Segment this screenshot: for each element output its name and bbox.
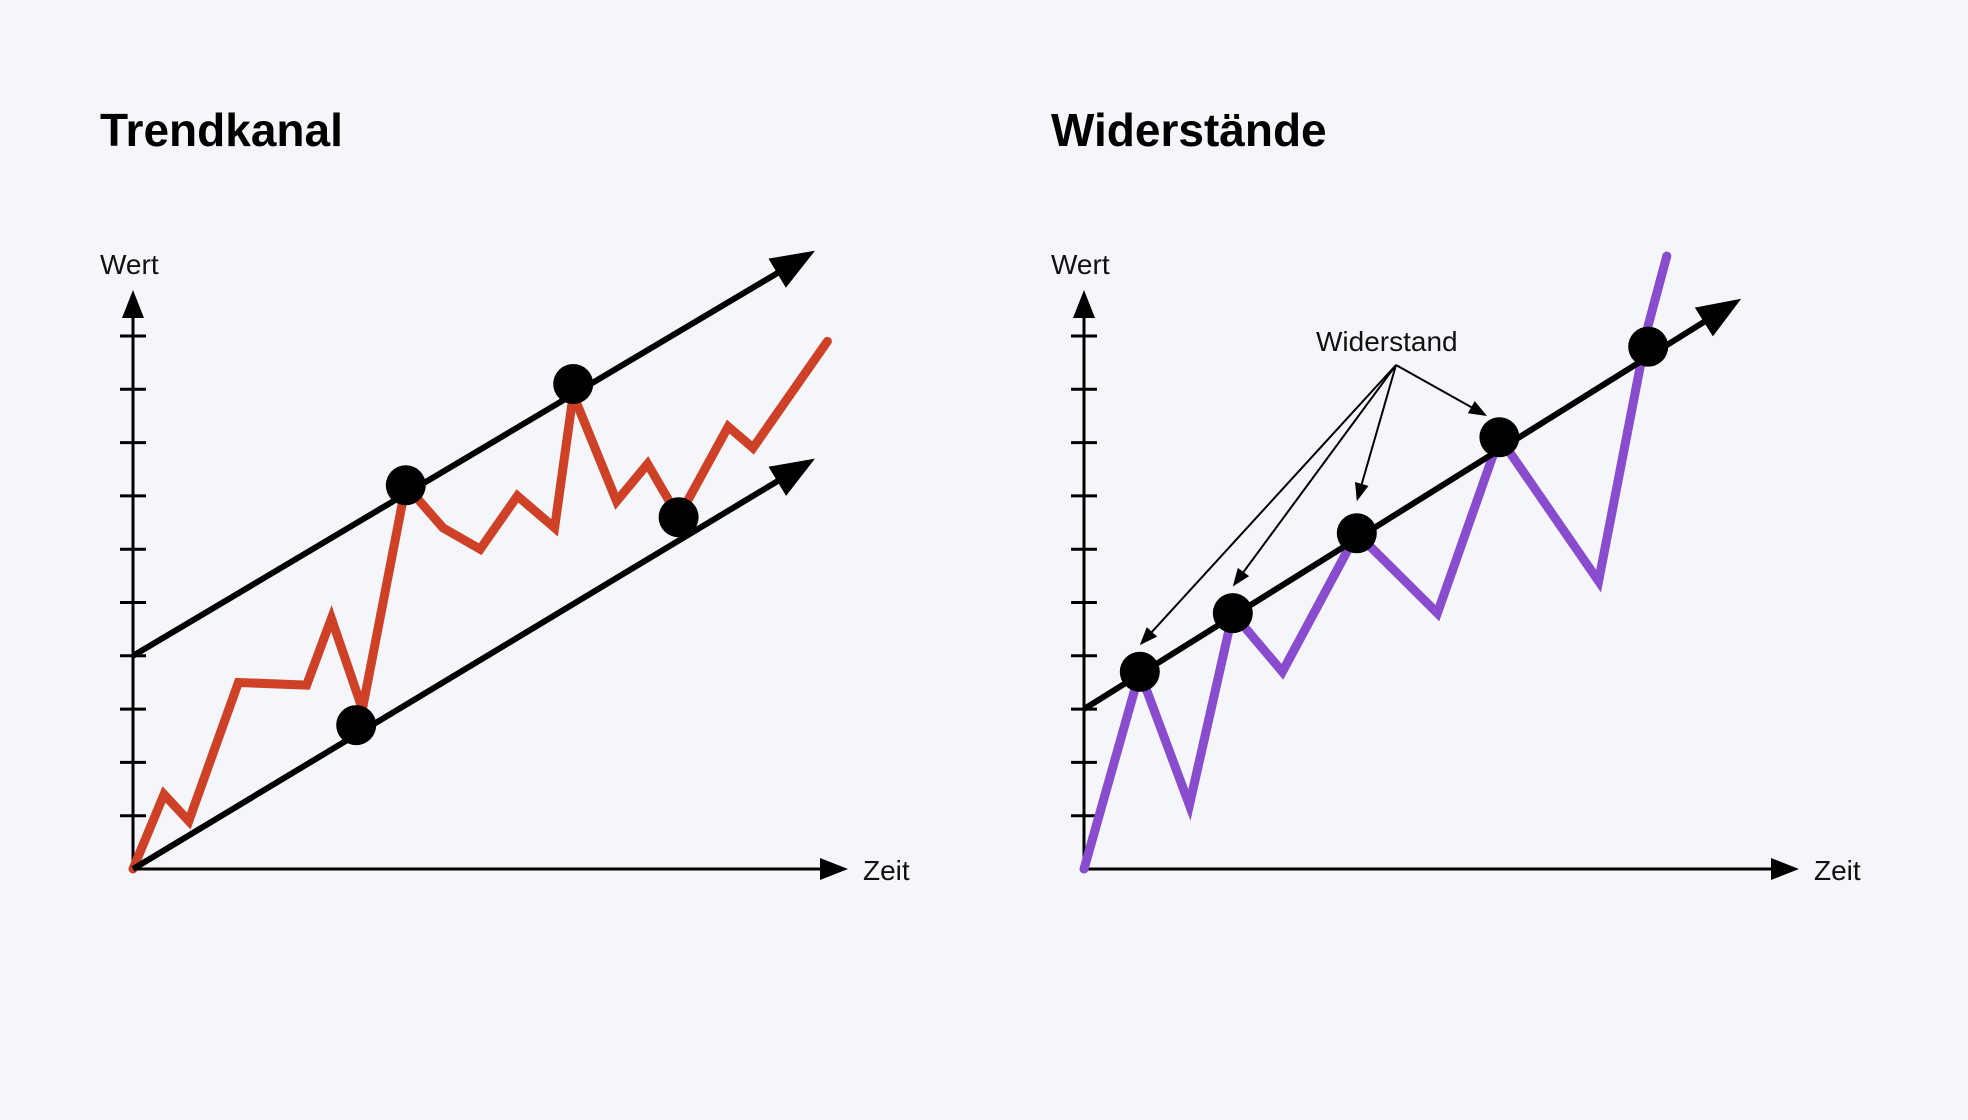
x-axis-arrow	[1771, 858, 1799, 880]
diagram-title: Widerstände	[1051, 104, 1327, 156]
widerstaende-chart	[1071, 251, 1799, 880]
diagram-title: Trendkanal	[100, 104, 343, 156]
annotation-arrowhead	[1355, 481, 1369, 502]
x-axis-label: Zeit	[1814, 855, 1861, 886]
annotation-arrowhead	[1232, 567, 1250, 587]
annotation-arrow	[1359, 364, 1397, 489]
x-axis-label: Zeit	[863, 855, 910, 886]
annotation-arrow	[1395, 364, 1476, 410]
touch-point	[336, 705, 377, 746]
y-axis-arrow	[1073, 290, 1095, 318]
widerstaende-diagram: Widerstände Wert Zeit Widerstand	[951, 0, 1861, 1120]
trend-line	[1082, 312, 1718, 712]
annotation-arrow	[1148, 364, 1397, 636]
touch-point	[1119, 651, 1160, 692]
y-axis-arrow	[122, 290, 144, 318]
annotation-arrowhead	[1467, 401, 1487, 416]
touch-point	[1212, 593, 1253, 634]
trend-line-arrow	[1694, 298, 1742, 337]
touch-point	[658, 497, 699, 538]
trend-line	[131, 471, 791, 872]
touch-point	[1628, 326, 1669, 367]
annotation-arrowhead	[1139, 627, 1158, 646]
trendkanal-diagram: Trendkanal Wert Zeit	[0, 0, 910, 1120]
touch-point	[385, 465, 426, 506]
touch-point	[1336, 513, 1377, 554]
trend-line-arrow	[768, 458, 815, 496]
trend-line-arrow	[768, 250, 815, 288]
price-series-line	[128, 336, 832, 874]
y-axis-label: Wert	[1051, 249, 1110, 280]
trend-line	[131, 263, 791, 659]
price-series-line	[1079, 251, 1672, 874]
touch-point	[553, 363, 594, 404]
x-axis-arrow	[820, 858, 848, 880]
y-axis-label: Wert	[100, 249, 159, 280]
trendkanal-chart	[120, 250, 848, 880]
annotation-arrow	[1240, 364, 1397, 576]
touch-point	[1479, 417, 1520, 458]
widerstand-annotation-label: Widerstand	[1316, 326, 1458, 357]
